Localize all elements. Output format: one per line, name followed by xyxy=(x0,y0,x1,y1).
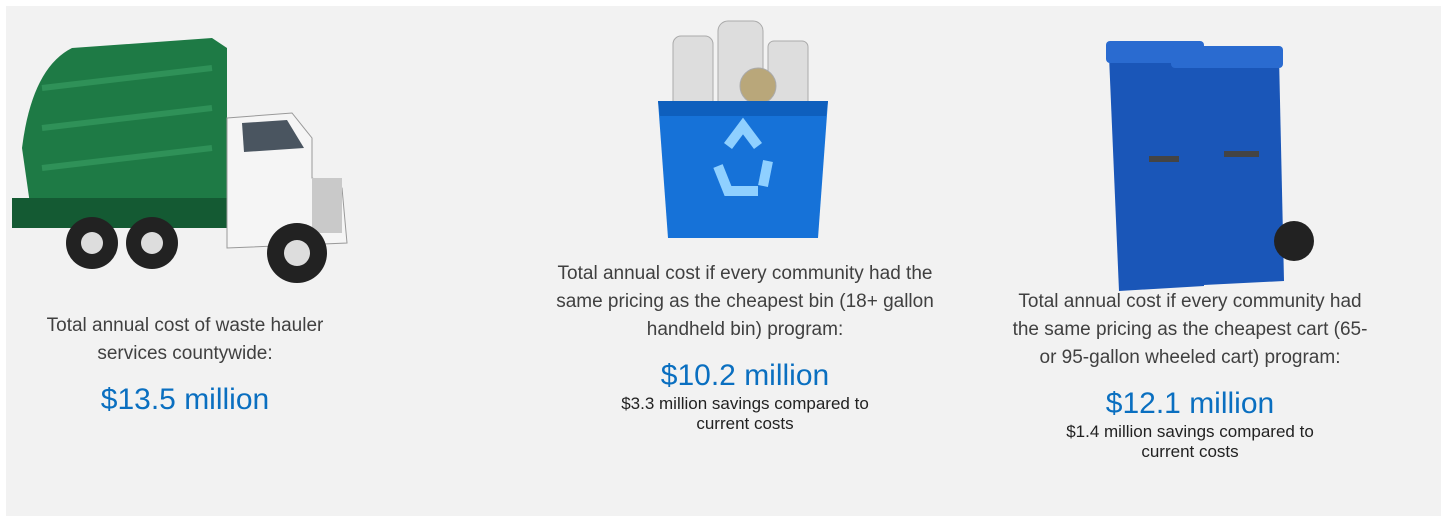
savings: $1.4 million savings compared to current… xyxy=(1040,422,1340,462)
description: Total annual cost if every community had… xyxy=(530,260,960,344)
savings: $3.3 million savings compared to current… xyxy=(595,394,895,434)
amount: $10.2 million xyxy=(530,358,960,394)
wheeled-carts-image xyxy=(1104,36,1314,298)
recycling-bin-image xyxy=(648,16,838,238)
garbage-truck-image xyxy=(12,28,352,290)
description: Total annual cost of waste hauler servic… xyxy=(25,312,345,368)
amount: $13.5 million xyxy=(25,382,345,418)
panel: Total annual cost if every community had… xyxy=(1000,288,1380,462)
page: Cost comparison {"panels": [ {"descripti… xyxy=(0,0,1447,522)
body: Total annual cost of waste hauler servic… xyxy=(0,0,1447,522)
panel: Total annual cost of waste hauler servic… xyxy=(25,312,345,418)
panel: Total annual cost if every community had… xyxy=(530,260,960,434)
amount: $12.1 million xyxy=(1000,386,1380,422)
description: Total annual cost if every community had… xyxy=(1000,288,1380,372)
